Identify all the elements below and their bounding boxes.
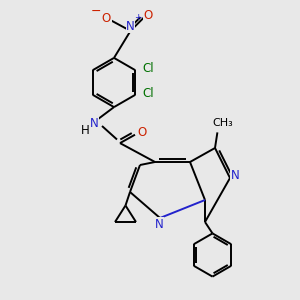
Bar	[138, 61, 159, 76]
Text: N: N	[231, 169, 240, 182]
Text: H: H	[80, 124, 89, 137]
Text: CH₃: CH₃	[212, 118, 233, 128]
Text: N: N	[90, 117, 99, 130]
Text: N: N	[155, 218, 164, 230]
Text: Cl: Cl	[142, 88, 154, 101]
Text: O: O	[102, 12, 111, 26]
Text: −: −	[91, 5, 101, 18]
Text: Cl: Cl	[142, 62, 154, 75]
Text: O: O	[137, 126, 146, 139]
Text: N: N	[126, 20, 135, 33]
Text: +: +	[134, 13, 142, 22]
Text: Cl: Cl	[142, 87, 154, 100]
Text: O: O	[144, 9, 153, 22]
